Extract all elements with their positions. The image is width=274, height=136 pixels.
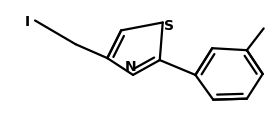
Text: I: I	[25, 16, 30, 30]
Text: N: N	[125, 60, 137, 74]
Text: S: S	[164, 19, 174, 33]
